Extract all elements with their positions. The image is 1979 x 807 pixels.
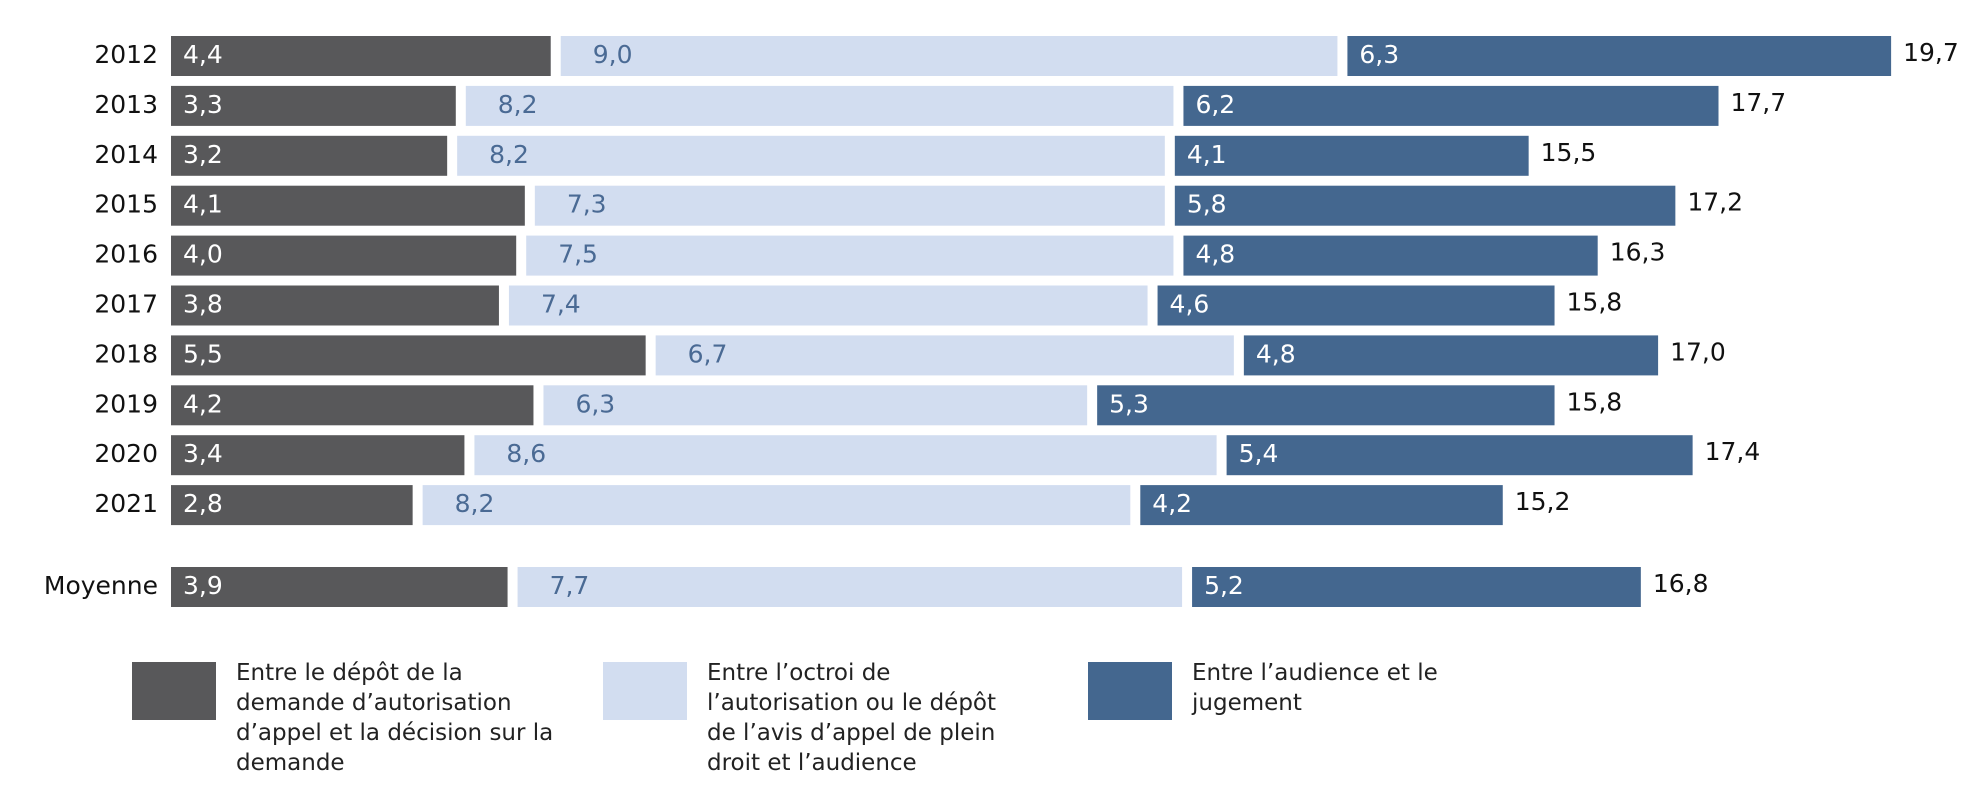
value-label: 3,9	[183, 571, 223, 600]
bar-segment	[422, 485, 1131, 526]
bar-segment	[171, 485, 413, 526]
value-label: 9,0	[593, 40, 633, 69]
y-tick-label: 2013	[94, 90, 158, 119]
y-tick-label: 2018	[94, 339, 158, 368]
bar-segment	[1183, 85, 1719, 126]
value-label: 5,4	[1239, 439, 1279, 468]
bar-segment	[534, 185, 1165, 226]
bar-segment	[457, 135, 1165, 176]
bar-segment	[171, 435, 465, 476]
chart: 2012 4,4 9,0 6,3 19,7 2013 3,3 8,2 6,2 17,7 2014 3,…	[44, 36, 1959, 607]
bar-segment	[560, 36, 1338, 76]
value-label: 7,4	[541, 290, 581, 319]
value-label: 8,2	[489, 140, 529, 169]
y-tick-label: 2016	[94, 240, 158, 269]
bar-segment	[655, 335, 1234, 376]
value-label: 7,3	[567, 190, 607, 219]
bar-segment	[474, 435, 1217, 476]
value-label: 8,2	[455, 489, 495, 518]
value-label: 7,7	[550, 571, 590, 600]
bar-segment	[1183, 235, 1598, 276]
bar-segment	[1174, 135, 1529, 176]
bar-segment	[171, 235, 517, 276]
bar-segment	[1226, 435, 1693, 476]
value-label: 5,8	[1187, 190, 1227, 219]
y-tick-label: 2021	[94, 489, 158, 518]
bar-segment	[1174, 185, 1676, 226]
bar-segment	[1243, 335, 1659, 376]
value-label: 6,3	[575, 389, 615, 418]
bar-segment	[171, 135, 448, 176]
value-label: 4,1	[1187, 140, 1227, 169]
value-label: 4,8	[1256, 339, 1296, 368]
legend-item: Entre le dépôt de la demande d’autorisat…	[132, 660, 556, 778]
bar-segment	[1097, 385, 1555, 426]
bar-segment	[171, 285, 499, 326]
total-label: 15,8	[1567, 387, 1623, 416]
bar-segment	[1157, 285, 1555, 326]
value-label: 3,4	[183, 439, 223, 468]
value-label: 4,6	[1170, 290, 1210, 319]
total-label: 19,7	[1903, 38, 1959, 67]
value-label: 5,5	[183, 339, 223, 368]
legend-label: Entre l’octroi de l’autorisation ou le d…	[707, 660, 997, 776]
y-tick-label: 2017	[94, 290, 158, 319]
value-label: 3,2	[183, 140, 223, 169]
value-label: 5,3	[1109, 389, 1149, 418]
value-label: 6,2	[1195, 90, 1235, 119]
value-label: 3,8	[183, 290, 223, 319]
bar-segment	[1140, 485, 1503, 526]
legend-label: Entre le dépôt de la demande d’autorisat…	[236, 660, 554, 776]
total-label: 17,2	[1687, 188, 1743, 217]
total-label: 16,3	[1610, 238, 1666, 267]
value-label: 3,3	[183, 90, 223, 119]
bar-segment	[171, 567, 508, 607]
legend-swatch	[1088, 662, 1172, 720]
value-label: 2,8	[183, 489, 223, 518]
value-label: 4,4	[183, 40, 223, 69]
total-label: 17,7	[1731, 88, 1787, 117]
bar-segment	[171, 36, 551, 76]
value-label: 7,5	[558, 240, 598, 269]
total-label: 15,2	[1515, 487, 1571, 516]
legend-label: Entre l’audience et le jugement	[1192, 660, 1438, 716]
bar-segment	[171, 185, 525, 226]
total-label: 15,5	[1541, 138, 1597, 167]
bar-segment	[171, 85, 456, 126]
bar-segment	[1192, 567, 1641, 607]
y-tick-label: 2019	[94, 389, 158, 418]
value-label: 8,6	[506, 439, 546, 468]
value-label: 8,2	[498, 90, 538, 119]
value-label: 4,8	[1195, 240, 1235, 269]
value-label: 4,2	[1152, 489, 1192, 518]
total-label: 17,4	[1705, 437, 1761, 466]
total-label: 16,8	[1653, 569, 1709, 598]
bar-segment	[508, 285, 1148, 326]
bar-segment	[517, 567, 1183, 607]
bar-segment	[1347, 36, 1892, 76]
legend-swatch	[603, 662, 687, 720]
y-tick-label: Moyenne	[44, 571, 158, 600]
total-label: 17,0	[1670, 337, 1726, 366]
y-tick-label: 2015	[94, 190, 158, 219]
y-tick-label: 2014	[94, 140, 158, 169]
bar-segment	[465, 85, 1174, 126]
legend-item: Entre l’audience et le jugement	[1088, 660, 1512, 720]
value-label: 4,2	[183, 389, 223, 418]
bar-segment	[171, 335, 646, 376]
bar-segment	[543, 385, 1088, 426]
bar-segment	[526, 235, 1174, 276]
value-label: 4,0	[183, 240, 223, 269]
value-label: 6,3	[1359, 40, 1399, 69]
legend-swatch	[132, 662, 216, 720]
value-label: 6,7	[688, 339, 728, 368]
legend-item: Entre l’octroi de l’autorisation ou le d…	[603, 660, 1027, 778]
bar-segment	[171, 385, 534, 426]
y-tick-label: 2012	[94, 40, 158, 69]
total-label: 15,8	[1567, 288, 1623, 317]
value-label: 5,2	[1204, 571, 1244, 600]
y-tick-label: 2020	[94, 439, 158, 468]
value-label: 4,1	[183, 190, 223, 219]
